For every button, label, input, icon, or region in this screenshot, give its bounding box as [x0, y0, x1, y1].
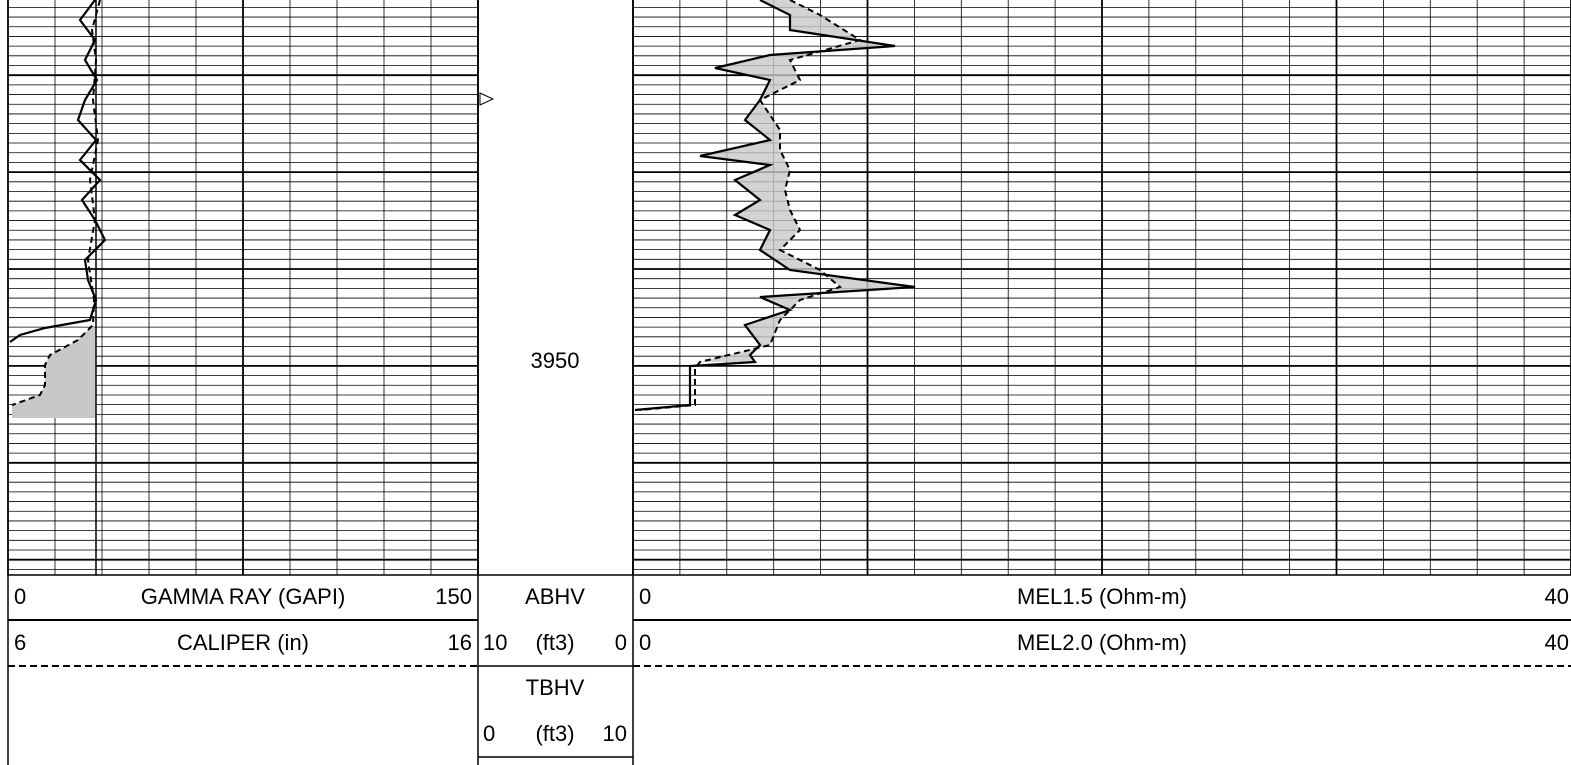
header-lines	[7, 0, 1571, 765]
curve-name: MEL1.5 (Ohm-m)	[1017, 584, 1187, 609]
curve-max: 40	[1545, 584, 1569, 609]
curve-min: 0	[639, 630, 651, 655]
curve-name: TBHV	[526, 675, 585, 700]
depth-label: 3950	[531, 348, 580, 373]
mel15-curve	[634, 0, 916, 412]
curve-name: GAMMA RAY (GAPI)	[141, 584, 346, 609]
caliper-fill	[12, 325, 96, 418]
curve-max: 10	[603, 721, 627, 746]
curve-unit: (ft3)	[535, 721, 574, 746]
curve-name: MEL2.0 (Ohm-m)	[1017, 630, 1187, 655]
curve-max: 0	[615, 630, 627, 655]
curve-min: 0	[483, 721, 495, 746]
curve-max: 40	[1545, 630, 1569, 655]
curve-name: ABHV	[525, 584, 585, 609]
curve-min: 0	[14, 584, 26, 609]
curve-min: 0	[639, 584, 651, 609]
caliper-curve	[11, 0, 101, 406]
gamma-ray-curve	[9, 0, 107, 343]
resistivity-fill	[700, 0, 915, 362]
curve-unit: (ft3)	[535, 630, 574, 655]
curve-max: 150	[435, 584, 472, 609]
curve-min: 6	[14, 630, 26, 655]
marker	[479, 92, 495, 106]
grid	[7, 0, 1571, 575]
curve-max: 16	[448, 630, 472, 655]
curve-min: 10	[483, 630, 507, 655]
mel20-curve	[639, 0, 863, 411]
curve-name: CALIPER (in)	[177, 630, 309, 655]
